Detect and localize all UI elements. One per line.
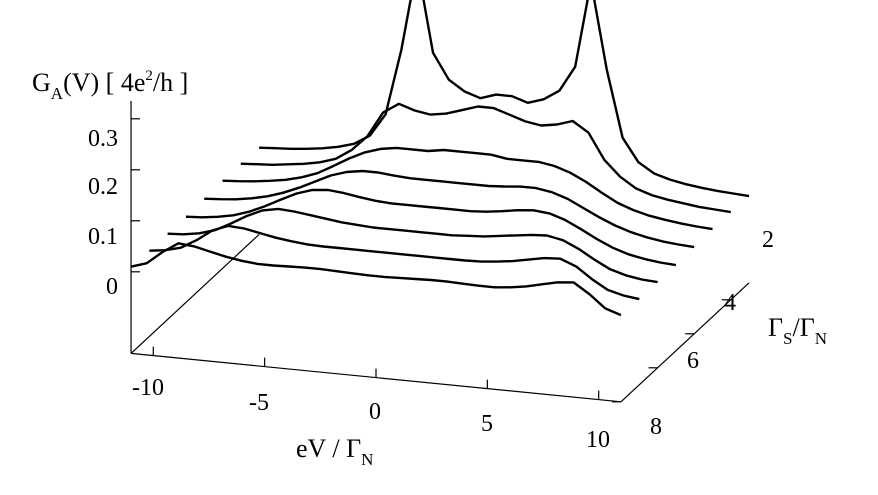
- floor-right-edge: [620, 282, 750, 403]
- floor-left-edge: [130, 233, 260, 354]
- series-line: [240, 102, 731, 214]
- y-tick-label: 4: [724, 290, 736, 316]
- x-axis-title-main: eV / Γ: [296, 434, 361, 463]
- series-line: [185, 188, 677, 267]
- z-axis-title-sup: 2: [145, 68, 153, 84]
- series-line: [130, 242, 622, 317]
- y-axis-title-main: Γ: [768, 313, 783, 342]
- z-axis-title-after-sub: (V) [ 4e: [63, 68, 145, 97]
- z-tick-label: 0.3: [88, 126, 118, 152]
- y-axis-title: ΓS/ΓN: [768, 313, 827, 348]
- z-tick-label: 0.2: [88, 174, 118, 200]
- x-tick-label: 0: [369, 399, 381, 425]
- x-axis-title-sub: N: [361, 450, 373, 469]
- z-axis-title: GA(V) [ 4e2/h ]: [32, 68, 188, 103]
- z-axis-title-main: G: [32, 68, 51, 97]
- y-axis-title-sub2: N: [815, 329, 827, 348]
- x-tick-label: 5: [481, 411, 493, 437]
- y-tick-label: 2: [762, 227, 774, 253]
- x-axis-title: eV / ΓN: [296, 434, 373, 469]
- series-curves: [130, 0, 750, 317]
- x-tick-label: -5: [249, 390, 269, 416]
- z-axis-title-after-sup: /h ]: [153, 68, 188, 97]
- y-axis-title-mid: /Γ: [793, 313, 815, 342]
- series-line: [259, 0, 750, 198]
- chart-frame: [130, 100, 750, 403]
- z-tick-label: 0: [106, 274, 118, 300]
- series-line: [149, 224, 640, 301]
- y-axis-title-sub: S: [783, 329, 792, 348]
- x-tick-label: -10: [132, 375, 164, 401]
- x-tick-label: 10: [586, 427, 610, 453]
- series-line: [222, 146, 713, 231]
- y-tick-label: 8: [650, 414, 662, 440]
- z-tick-label: 0.1: [88, 224, 118, 250]
- y-tick-label: 6: [687, 348, 699, 374]
- series-line: [167, 207, 658, 284]
- z-axis-title-sub: A: [51, 84, 64, 103]
- series-line: [204, 169, 695, 249]
